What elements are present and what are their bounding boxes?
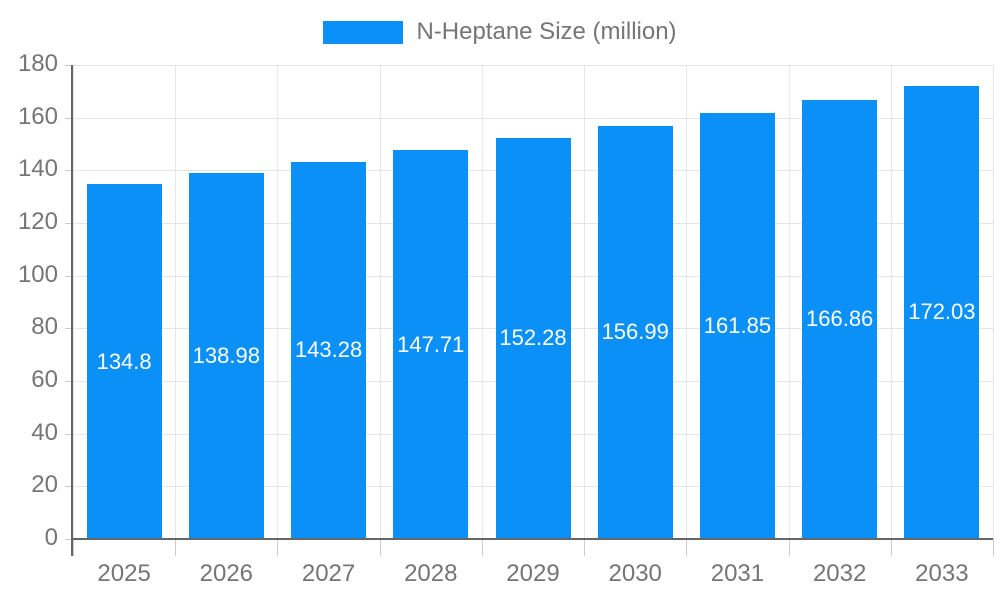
x-axis-tick-label: 2032 (812, 560, 867, 587)
x-gridline (584, 65, 586, 539)
y-axis-tick-label: 80 (31, 313, 58, 341)
y-tick (65, 539, 73, 540)
bar[interactable] (86, 184, 162, 539)
bar[interactable] (188, 173, 264, 539)
y-axis-tick-label: 20 (31, 471, 58, 499)
y-tick (65, 433, 73, 435)
legend-label: N-Heptane Size (million) (416, 18, 677, 45)
x-gridline (73, 65, 74, 539)
y-gridline (73, 117, 993, 119)
bar-value-label: 143.28 (294, 337, 363, 363)
y-tick (65, 275, 73, 277)
y-axis-tick-label: 160 (17, 102, 58, 130)
x-gridline (788, 65, 790, 539)
x-tick (379, 539, 381, 556)
x-gridline (175, 65, 177, 539)
y-axis-tick-label: 180 (17, 49, 58, 77)
x-axis-tick-label: 2031 (710, 560, 765, 587)
x-axis-tick-label: 2027 (301, 560, 356, 587)
x-tick (686, 539, 688, 556)
x-tick (73, 539, 74, 556)
y-axis-tick-label: 60 (31, 365, 58, 393)
y-axis-tick-label: 100 (17, 260, 58, 288)
x-axis-tick-label: 2030 (608, 560, 662, 587)
x-gridline (481, 65, 483, 539)
x-tick (993, 539, 994, 556)
bar-value-label: 152.28 (499, 325, 567, 351)
x-tick (890, 539, 892, 556)
bar-value-label: 134.8 (96, 348, 152, 374)
legend-swatch (323, 20, 404, 44)
bar-value-label: 156.99 (601, 319, 669, 345)
x-axis-tick-label: 2028 (404, 560, 458, 587)
y-tick (65, 381, 73, 382)
x-tick (175, 539, 177, 556)
x-axis-tick-label: 2033 (915, 560, 969, 587)
x-tick (277, 539, 279, 556)
y-tick (65, 223, 73, 224)
bar[interactable] (802, 99, 878, 539)
y-axis-tick-label: 120 (17, 207, 58, 235)
bar-value-label: 147.71 (397, 331, 465, 357)
x-tick (481, 539, 483, 556)
x-axis-line (73, 538, 993, 540)
x-gridline (277, 65, 279, 539)
y-gridline (73, 65, 993, 66)
x-axis-tick-label: 2026 (199, 560, 254, 587)
x-gridline (686, 65, 688, 539)
x-gridline (379, 65, 381, 539)
bar[interactable] (393, 150, 469, 539)
y-tick (65, 486, 73, 488)
x-axis-tick-label: 2025 (97, 560, 151, 587)
y-tick (65, 65, 73, 66)
y-axis-line (71, 65, 73, 556)
y-tick (65, 328, 73, 330)
bar-value-label: 166.86 (806, 306, 874, 332)
bar[interactable] (699, 112, 775, 539)
y-axis-tick-label: 0 (44, 523, 58, 551)
x-tick (584, 539, 586, 556)
x-gridline (890, 65, 892, 539)
bar-value-label: 138.98 (192, 343, 260, 368)
bar-value-label: 172.03 (908, 299, 976, 325)
bar[interactable] (495, 137, 571, 539)
y-tick (65, 170, 73, 172)
bar[interactable] (291, 161, 367, 539)
x-gridline (993, 65, 994, 539)
bar-value-label: 161.85 (703, 312, 772, 338)
x-tick (788, 539, 790, 556)
y-axis-tick-label: 40 (31, 418, 58, 446)
y-tick (65, 117, 73, 119)
bar[interactable] (904, 85, 980, 539)
bar[interactable] (597, 125, 673, 539)
x-axis-tick-label: 2029 (506, 560, 560, 587)
y-axis-tick-label: 140 (17, 155, 58, 183)
legend[interactable]: N-Heptane Size (million) (0, 16, 1000, 48)
